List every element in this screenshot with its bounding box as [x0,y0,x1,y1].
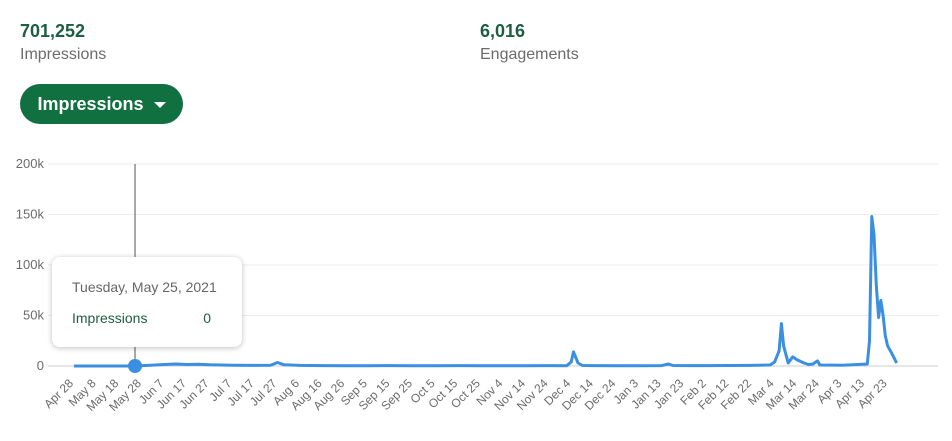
tooltip-date: Tuesday, May 25, 2021 [72,279,217,295]
impressions-stat: 701,252 Impressions [20,20,106,66]
y-axis-ticks: 0 50k 100k 150k 200k [16,156,45,373]
tooltip-series-name: Impressions [72,310,148,326]
tooltip-value: 0 [203,310,211,326]
y-tick-label: 200k [16,156,45,171]
caret-down-icon [153,102,166,108]
chart-tooltip: Tuesday, May 25, 2021 Impressions 0 [52,257,242,347]
impressions-series-line [74,215,898,368]
y-tick-label: 150k [16,207,45,222]
y-tick-label: 100k [16,257,45,272]
metric-dropdown-label: Impressions [37,93,144,114]
engagements-value: 6,016 [480,21,526,41]
engagements-label: Engagements [480,46,579,63]
y-tick-label: 50k [23,308,44,323]
y-tick-label: 0 [37,358,44,373]
metric-dropdown-button[interactable]: Impressions [20,84,183,124]
engagements-stat: 6,016 Engagements [480,20,579,66]
hovered-point [128,359,143,373]
impressions-value: 701,252 [20,21,86,41]
impressions-label: Impressions [20,46,107,63]
